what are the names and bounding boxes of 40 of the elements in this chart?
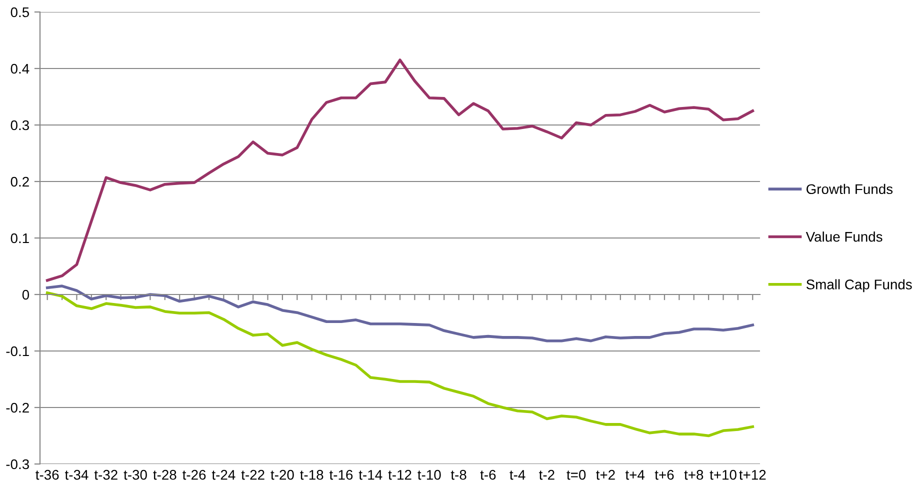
- y-tick-label: 0.2: [10, 176, 29, 187]
- x-tick-label: t-12: [388, 470, 412, 480]
- x-tick-label: t-26: [182, 470, 206, 480]
- y-tick-label: 0.4: [10, 64, 30, 74]
- x-tick-label: t-16: [329, 470, 353, 480]
- y-tick-label: -0.2: [6, 402, 29, 413]
- x-tick-label: t-2: [539, 470, 554, 480]
- x-tick-label: t-24: [212, 470, 236, 480]
- x-tick-label: t+6: [654, 470, 674, 480]
- x-tick-label: t=0: [566, 470, 586, 480]
- x-tick-label: t-8: [450, 470, 466, 480]
- y-tick-label: 0.3: [10, 120, 29, 130]
- line-series: [46, 58, 754, 282]
- y-tick-label: -0.3: [6, 459, 29, 470]
- x-tick-label: t-6: [480, 470, 496, 480]
- legend-label: Value Funds: [806, 232, 882, 242]
- x-tick-label: t-36: [36, 470, 59, 480]
- x-tick-label: t-10: [418, 470, 441, 480]
- x-tick-label: t-14: [358, 470, 382, 480]
- x-tick-label: t-28: [153, 470, 176, 480]
- x-tick-label: t-32: [94, 470, 118, 480]
- x-tick-label: t+4: [625, 470, 645, 480]
- line-series: [46, 291, 754, 438]
- x-tick-label: t+10: [710, 470, 736, 480]
- y-tick-label: 0.5: [10, 7, 30, 18]
- y-tick-label: -0.1: [6, 346, 29, 356]
- x-tick-label: t+2: [596, 470, 615, 480]
- legend-label: Small Cap Funds: [806, 279, 912, 292]
- x-tick-label: t-4: [510, 470, 526, 480]
- legend-label: Growth Funds: [806, 184, 893, 194]
- x-tick-label: t-34: [64, 470, 88, 480]
- x-tick-label: t-22: [241, 470, 264, 480]
- x-tick-label: t-30: [124, 470, 147, 480]
- x-tick-label: t+12: [739, 470, 766, 480]
- x-tick-label: t+8: [684, 470, 704, 480]
- y-tick-label: 0: [22, 290, 30, 300]
- x-tick-label: t-20: [270, 470, 294, 480]
- x-tick-label: t-18: [300, 470, 324, 480]
- line-series: [46, 284, 754, 342]
- y-tick-label: 0.1: [10, 233, 29, 244]
